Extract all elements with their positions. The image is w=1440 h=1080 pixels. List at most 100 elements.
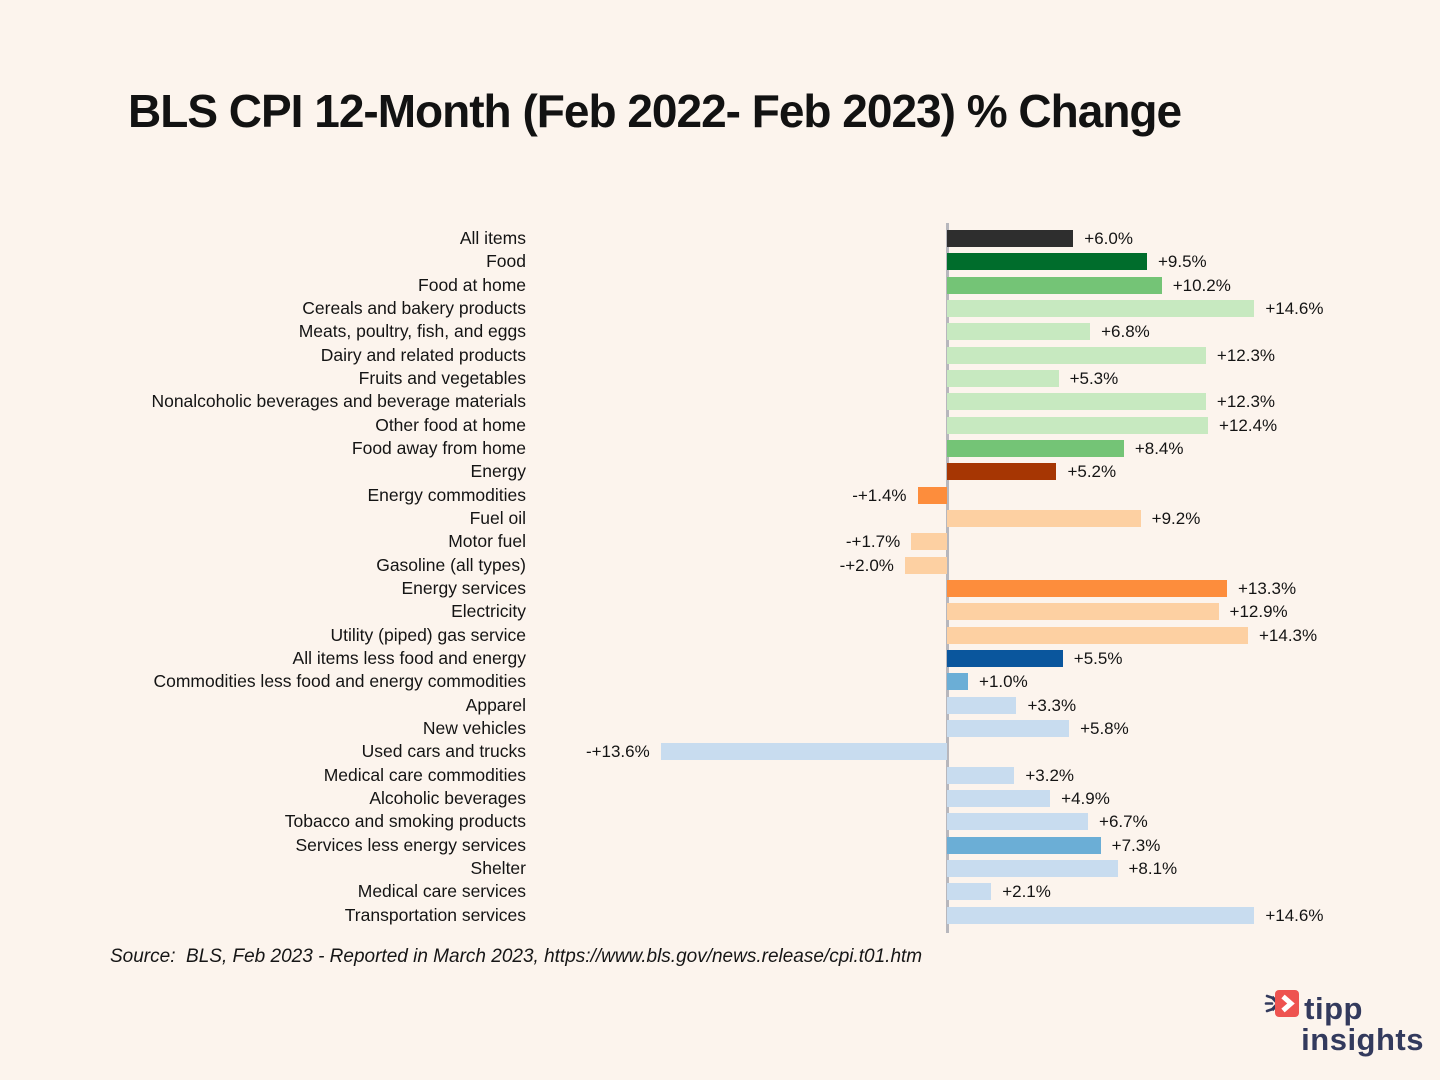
- chart-row: Food at home +10.2%: [110, 274, 1350, 297]
- value-label: +6.8%: [1101, 322, 1150, 342]
- bar: [947, 906, 1255, 924]
- category-label: Cereals and bakery products: [302, 297, 526, 318]
- bar: [947, 463, 1057, 481]
- value-label: +12.4%: [1219, 415, 1278, 435]
- bar-area: -+1.7%: [540, 530, 1350, 553]
- bar-area: +2.1%: [540, 880, 1350, 903]
- bar-area: +1.0%: [540, 670, 1350, 693]
- bar: [947, 859, 1118, 877]
- bar: [947, 789, 1051, 807]
- bar-area: -+13.6%: [540, 740, 1350, 763]
- category-label: Used cars and trucks: [361, 741, 526, 762]
- bar: [947, 346, 1206, 364]
- bar-area: +6.0%: [540, 227, 1350, 250]
- category-label: New vehicles: [422, 717, 526, 738]
- value-label: +14.6%: [1265, 905, 1324, 925]
- category-label: Fuel oil: [469, 507, 526, 528]
- chart-row: Food +9.5%: [110, 250, 1350, 273]
- category-label: Other food at home: [375, 414, 526, 435]
- tipp-insights-logo: tipp insights: [1264, 988, 1424, 1055]
- bar: [911, 533, 947, 551]
- value-label: -+13.6%: [585, 742, 650, 762]
- bar: [917, 486, 947, 504]
- value-label: +8.1%: [1128, 858, 1178, 878]
- bar-area: -+2.0%: [540, 554, 1350, 577]
- bar: [947, 416, 1209, 434]
- bar-area: +3.2%: [540, 764, 1350, 787]
- category-label: Medical care services: [357, 881, 526, 902]
- bar: [947, 439, 1124, 457]
- bar: [947, 323, 1091, 341]
- bar-area: +12.9%: [540, 600, 1350, 623]
- bar: [947, 673, 969, 691]
- category-label: Dairy and related products: [320, 344, 526, 365]
- value-label: +9.5%: [1157, 252, 1207, 272]
- category-label: Energy services: [401, 577, 527, 598]
- chart-row: Services less energy services +7.3%: [110, 834, 1350, 857]
- category-label: All items less food and energy: [292, 647, 526, 668]
- bar-area: +3.3%: [540, 694, 1350, 717]
- chart-row: Energy commodities -+1.4%: [110, 484, 1350, 507]
- category-label: All items: [459, 228, 526, 248]
- value-label: +3.3%: [1027, 695, 1077, 715]
- bar: [947, 836, 1101, 854]
- bar: [947, 579, 1227, 597]
- value-label: -+1.4%: [852, 485, 907, 505]
- value-label: +5.2%: [1067, 462, 1117, 482]
- bar-area: +10.2%: [540, 274, 1350, 297]
- category-label: Food at home: [418, 274, 526, 295]
- bar-area: +12.3%: [540, 344, 1350, 367]
- bar: [947, 696, 1017, 714]
- chart-title: BLS CPI 12-Month (Feb 2022- Feb 2023) % …: [128, 85, 1182, 137]
- value-label: +6.7%: [1099, 812, 1148, 832]
- value-label: +8.4%: [1134, 438, 1184, 458]
- bar-area: +4.9%: [540, 787, 1350, 810]
- bar: [947, 813, 1089, 831]
- value-label: +2.1%: [1002, 882, 1051, 902]
- value-label: +6.0%: [1084, 229, 1133, 248]
- bar-area: +14.3%: [540, 624, 1350, 647]
- category-label: Shelter: [470, 857, 526, 878]
- value-label: +7.3%: [1111, 835, 1161, 855]
- category-label: Services less energy services: [295, 834, 527, 855]
- bar: [947, 369, 1059, 387]
- category-label: Energy commodities: [367, 484, 526, 505]
- chart-row: Electricity +12.9%: [110, 600, 1350, 623]
- bar-area: +5.5%: [540, 647, 1350, 670]
- value-label: +12.3%: [1216, 392, 1276, 412]
- chart-row: Fruits and vegetables +5.3%: [110, 367, 1350, 390]
- value-label: -+2.0%: [839, 555, 894, 575]
- bar: [947, 253, 1147, 271]
- bar: [947, 276, 1162, 294]
- category-label: Medical care commodities: [323, 764, 526, 785]
- bar-area: +12.4%: [540, 414, 1350, 437]
- chart-row: All items less food and energy +5.5%: [110, 647, 1350, 670]
- chart-row: Shelter +8.1%: [110, 857, 1350, 880]
- category-label: Nonalcoholic beverages and beverage mate…: [151, 391, 526, 412]
- bar: [947, 883, 992, 901]
- bar: [947, 649, 1063, 667]
- category-label: Energy: [470, 461, 526, 482]
- value-label: +12.9%: [1229, 602, 1288, 622]
- bar: [947, 509, 1141, 527]
- logo-word-tipp: tipp: [1304, 991, 1363, 1026]
- value-label: +4.9%: [1061, 788, 1110, 808]
- value-label: +3.2%: [1025, 765, 1075, 785]
- category-label: Tobacco and smoking products: [284, 811, 526, 832]
- bar-area: +13.3%: [540, 577, 1350, 600]
- chart-row: Nonalcoholic beverages and beverage mate…: [110, 390, 1350, 413]
- value-label: +14.3%: [1259, 625, 1318, 645]
- chart-row: Medical care commodities +3.2%: [110, 764, 1350, 787]
- chart-row: Apparel +3.3%: [110, 694, 1350, 717]
- chart-row: Energy services +13.3%: [110, 577, 1350, 600]
- chart-row: Commodities less food and energy commodi…: [110, 670, 1350, 693]
- bar-area: +9.2%: [540, 507, 1350, 530]
- value-label: +12.3%: [1216, 345, 1276, 365]
- category-label: Fruits and vegetables: [358, 367, 526, 388]
- chart-row: New vehicles +5.8%: [110, 717, 1350, 740]
- value-label: +10.2%: [1172, 275, 1231, 295]
- bar-area: +6.7%: [540, 810, 1350, 833]
- chart-row: Cereals and bakery products +14.6%: [110, 297, 1350, 320]
- category-label: Food: [486, 251, 526, 272]
- bar: [947, 230, 1074, 247]
